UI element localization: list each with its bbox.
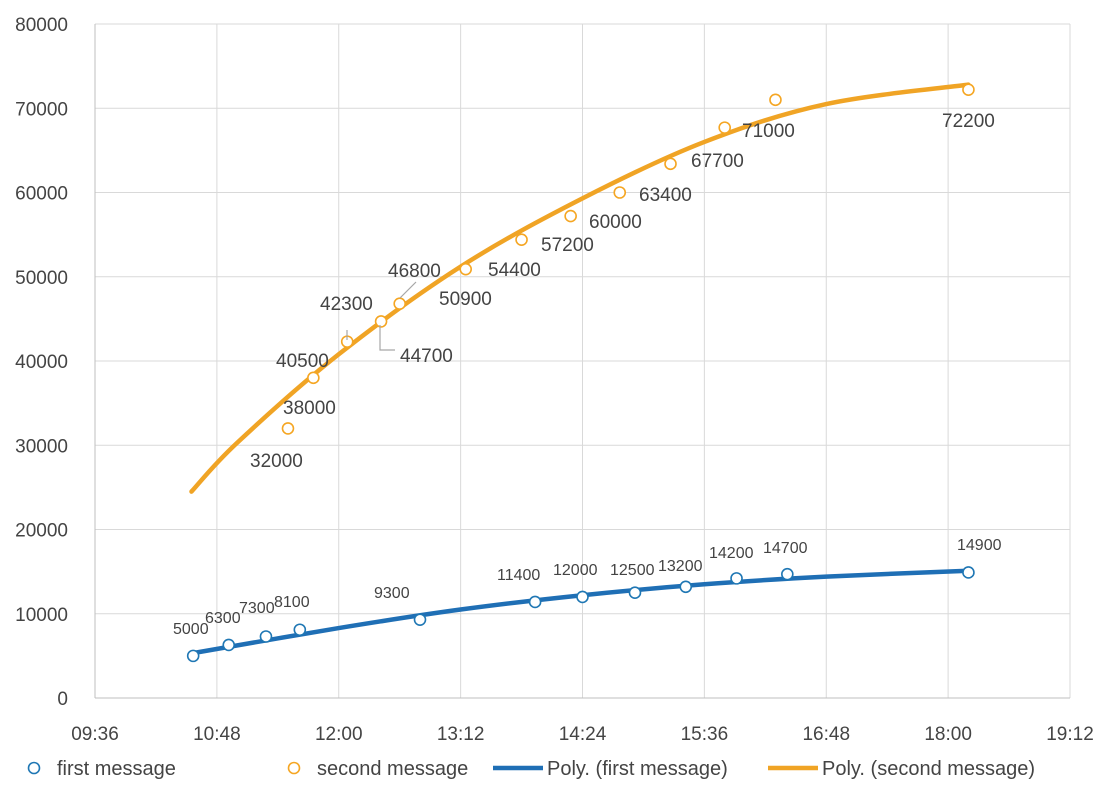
axes: 0 10000 20000 30000 40000 50000 60000 70000 8000… xyxy=(15,15,1094,745)
x-tick-label: 19:12 xyxy=(1046,724,1094,745)
x-tick-label: 13:12 xyxy=(437,724,485,745)
data-label: 8100 xyxy=(274,594,310,611)
second-message-point xyxy=(564,209,577,223)
data-label: 14700 xyxy=(763,540,808,557)
legend-label: first message xyxy=(57,758,176,780)
data-label: 50900 xyxy=(439,289,492,310)
data-label: 32000 xyxy=(250,451,303,472)
leader-line xyxy=(399,281,417,299)
second-message-point xyxy=(613,186,627,199)
y-tick-label: 40000 xyxy=(15,352,68,373)
second-message-point xyxy=(515,233,528,246)
x-tick-label: 09:36 xyxy=(71,724,119,745)
data-label: 7300 xyxy=(239,600,275,617)
data-label: 46800 xyxy=(388,261,441,282)
second-message-point xyxy=(459,262,473,276)
first-message-point xyxy=(679,580,693,594)
legend-marker-first-message xyxy=(27,761,41,775)
data-label: 63400 xyxy=(639,185,692,206)
x-tick-label: 12:00 xyxy=(315,724,363,745)
y-tick-label: 80000 xyxy=(15,15,68,36)
data-label: 54400 xyxy=(488,260,541,281)
second-message-point xyxy=(393,297,406,311)
second-message-point xyxy=(718,121,731,134)
data-label: 57200 xyxy=(541,235,594,256)
data-label: 6300 xyxy=(205,610,241,627)
data-label: 44700 xyxy=(400,346,453,367)
y-tick-label: 60000 xyxy=(15,184,68,205)
second-message-point xyxy=(374,315,388,328)
legend: first message second message Poly. (first … xyxy=(27,758,1035,780)
first-message-point xyxy=(528,595,542,609)
data-label: 11400 xyxy=(497,567,540,584)
second-message-point xyxy=(307,371,320,385)
first-message-point xyxy=(413,613,427,626)
first-message-point xyxy=(730,572,743,585)
data-label: 13200 xyxy=(658,558,703,575)
legend-marker-second-message xyxy=(287,761,301,775)
first-message-point xyxy=(259,630,273,643)
y-tick-label: 20000 xyxy=(15,521,68,542)
first-message-point xyxy=(576,590,589,604)
x-tick-label: 16:48 xyxy=(802,724,850,745)
legend-label: Poly. (second message) xyxy=(822,758,1035,780)
y-tick-label: 70000 xyxy=(15,99,68,120)
data-label: 42300 xyxy=(320,294,373,315)
second-message-point xyxy=(281,422,295,435)
y-tick-label: 0 xyxy=(57,689,68,710)
data-label: 71000 xyxy=(742,121,795,142)
x-tick-label: 15:36 xyxy=(681,724,729,745)
legend-label: Poly. (first message) xyxy=(547,758,728,780)
x-tick-label: 10:48 xyxy=(193,724,241,745)
data-label: 14900 xyxy=(957,537,1002,554)
data-label: 12000 xyxy=(553,562,598,579)
y-tick-label: 50000 xyxy=(15,268,68,289)
data-label: 5000 xyxy=(173,621,209,638)
first-message-point xyxy=(628,586,642,599)
first-message-point xyxy=(222,638,236,652)
first-message-point xyxy=(781,567,794,581)
data-label: 72200 xyxy=(942,111,995,132)
first-message-point xyxy=(186,649,200,663)
legend-label: second message xyxy=(317,758,468,780)
leader-line xyxy=(379,325,395,351)
x-tick-label: 14:24 xyxy=(559,724,607,745)
data-label: 60000 xyxy=(589,212,642,233)
trendline xyxy=(189,82,971,494)
data-label: 38000 xyxy=(283,398,336,419)
first-message-point xyxy=(962,566,975,579)
data-label: 9300 xyxy=(374,585,410,602)
first-message-point xyxy=(293,623,307,637)
data-label: 14200 xyxy=(709,545,754,562)
markers xyxy=(186,83,975,663)
data-label: 40500 xyxy=(276,351,329,372)
second-message-point xyxy=(962,83,975,97)
second-message-point xyxy=(664,157,677,171)
trendline xyxy=(189,568,971,656)
y-tick-label: 10000 xyxy=(15,605,68,626)
y-tick-label: 30000 xyxy=(15,436,68,457)
second-message-point xyxy=(769,93,782,107)
x-tick-label: 18:00 xyxy=(924,724,972,745)
data-label: 67700 xyxy=(691,151,744,172)
data-label: 12500 xyxy=(610,562,655,579)
